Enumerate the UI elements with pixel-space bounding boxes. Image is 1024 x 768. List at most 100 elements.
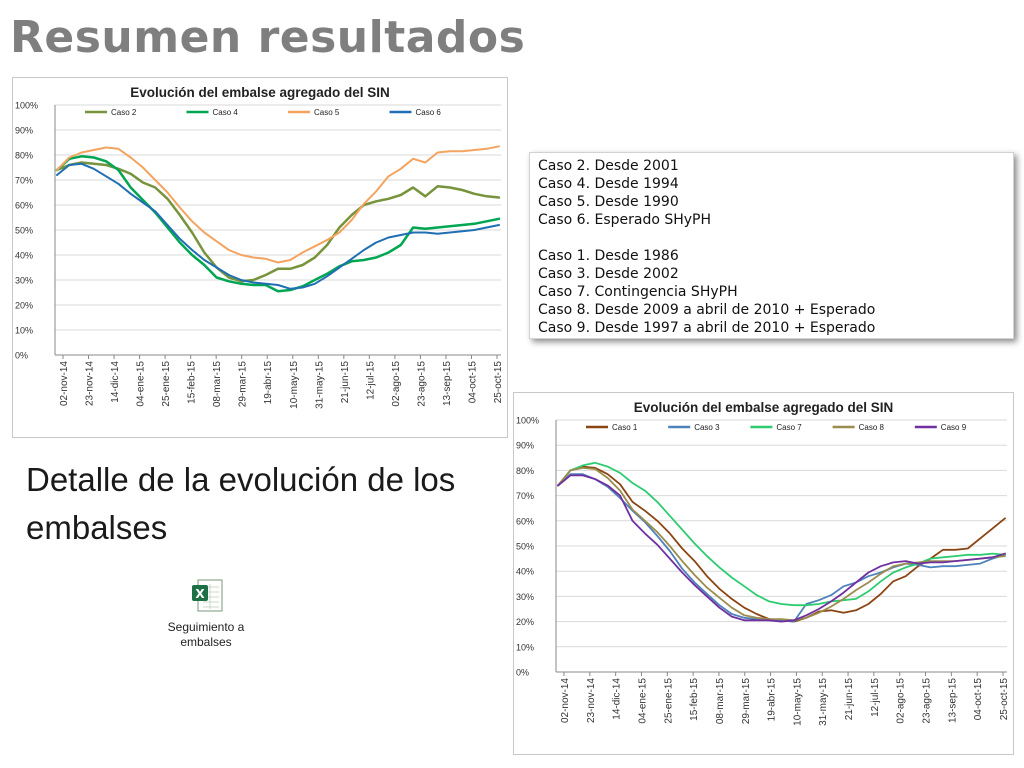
x-tick-label: 02-nov-14 — [59, 361, 70, 406]
legend-label: Caso 1 — [612, 423, 638, 432]
chart-frame-bottom: Evolución del embalse agregado del SIN 0%… — [513, 392, 1014, 755]
file-label-line: Seguimiento a — [167, 620, 245, 634]
section-subtitle: Detalle de la evolución de los embalses — [26, 461, 456, 546]
y-tick-label: 60% — [516, 516, 534, 526]
legend-line: Caso 9. Desde 1997 a abril de 2010 + Esp… — [538, 320, 876, 336]
y-tick-label: 50% — [516, 542, 534, 552]
y-tick-label: 30% — [516, 592, 534, 602]
legend-label: Caso 7 — [776, 423, 802, 432]
series-line — [56, 145, 500, 264]
y-tick-label: 30% — [15, 276, 33, 286]
x-tick-label: 12-jul-15 — [365, 361, 376, 400]
x-tick-label: 02-nov-14 — [560, 678, 571, 723]
x-tick-label: 31-may-15 — [818, 678, 829, 726]
x-tick-label: 23-nov-14 — [586, 678, 597, 723]
y-tick-label: 50% — [15, 226, 33, 236]
x-tick-label: 15-feb-15 — [187, 361, 198, 404]
y-tick-label: 70% — [15, 176, 33, 186]
x-tick-label: 14-dic-14 — [110, 361, 121, 403]
svg-text:X: X — [195, 587, 205, 601]
y-tick-label: 40% — [15, 251, 33, 261]
y-tick-label: 100% — [15, 101, 38, 111]
legend-label: Caso 8 — [859, 423, 885, 432]
series-line — [55, 161, 501, 283]
x-tick-label: 25-ene-15 — [161, 361, 172, 407]
legend-line: Caso 4. Desde 1994 — [538, 176, 679, 192]
x-tick-label: 25-oct-15 — [999, 678, 1010, 721]
chart-bottom: Evolución del embalse agregado del SIN 0%… — [516, 400, 1010, 726]
x-tick-label: 10-may-15 — [289, 361, 300, 409]
y-tick-label: 60% — [15, 201, 33, 211]
legend-label: Caso 9 — [941, 423, 967, 432]
legend-gap — [538, 229, 1005, 247]
x-tick-label: 08-mar-15 — [715, 678, 726, 725]
y-tick-label: 40% — [516, 567, 534, 577]
series-line — [557, 474, 1006, 623]
x-tick-label: 25-oct-15 — [493, 361, 504, 404]
x-tick-label: 21-jun-15 — [340, 361, 351, 404]
y-tick-label: 10% — [516, 642, 534, 652]
y-tick-label: 0% — [516, 668, 529, 678]
x-tick-label: 13-sep-15 — [442, 361, 453, 406]
chart-frame-top: Evolución del embalse agregado del SIN 0%… — [12, 77, 508, 438]
chart-title: Evolución del embalse agregado del SIN — [130, 85, 390, 100]
x-tick-label: 21-jun-15 — [844, 678, 855, 721]
x-tick-label: 04-oct-15 — [467, 361, 478, 404]
y-tick-label: 20% — [15, 301, 33, 311]
x-tick-label: 25-ene-15 — [663, 678, 674, 724]
x-tick-label: 02-ago-15 — [391, 361, 402, 407]
legend-line: Caso 7. Contingencia SHyPH — [538, 284, 738, 300]
series-line — [557, 465, 1006, 623]
y-tick-label: 0% — [15, 351, 28, 361]
y-tick-label: 80% — [15, 151, 33, 161]
legend-line: Caso 8. Desde 2009 a abril de 2010 + Esp… — [538, 302, 876, 318]
series-line — [55, 155, 501, 293]
x-tick-label: 29-mar-15 — [238, 361, 249, 408]
y-tick-label: 70% — [516, 491, 534, 501]
chart-top: Evolución del embalse agregado del SIN 0%… — [15, 85, 504, 409]
file-label-line: embalses — [180, 635, 232, 649]
legend-line: Caso 1. Desde 1986 — [538, 248, 679, 264]
legend-label: Caso 6 — [416, 108, 442, 117]
slide-title: Resumen resultados — [10, 12, 526, 63]
x-tick-label: 23-ago-15 — [416, 361, 427, 407]
series-line — [56, 162, 500, 290]
x-tick-label: 04-ene-15 — [637, 678, 648, 724]
x-tick-label: 10-may-15 — [792, 678, 803, 726]
x-tick-label: 12-jul-15 — [870, 678, 881, 717]
x-tick-label: 04-oct-15 — [973, 678, 984, 721]
legend-label: Caso 4 — [213, 108, 239, 117]
legend-line: Caso 5. Desde 1990 — [538, 194, 679, 210]
x-tick-label: 02-ago-15 — [896, 678, 907, 724]
y-tick-label: 20% — [516, 617, 534, 627]
y-tick-label: 90% — [516, 441, 534, 451]
chart-title: Evolución del embalse agregado del SIN — [634, 400, 894, 415]
excel-file-icon[interactable]: X — [189, 578, 225, 614]
series-line — [557, 461, 1006, 607]
series-line — [557, 473, 1006, 623]
x-tick-label: 23-ago-15 — [922, 678, 933, 724]
legend-label: Caso 2 — [111, 108, 137, 117]
x-tick-label: 23-nov-14 — [85, 361, 96, 406]
x-tick-label: 31-may-15 — [314, 361, 325, 409]
x-tick-label: 13-sep-15 — [947, 678, 958, 723]
x-tick-label: 29-mar-15 — [741, 678, 752, 725]
x-tick-label: 14-dic-14 — [612, 678, 623, 720]
x-tick-label: 04-ene-15 — [136, 361, 147, 407]
x-tick-label: 08-mar-15 — [212, 361, 223, 408]
legend-label: Caso 5 — [314, 108, 340, 117]
x-tick-label: 19-abr-15 — [263, 361, 274, 405]
y-tick-label: 10% — [15, 326, 33, 336]
x-tick-label: 19-abr-15 — [767, 678, 778, 722]
legend-line: Caso 2. Desde 2001 — [538, 158, 679, 174]
series-line — [557, 467, 1006, 622]
x-tick-label: 15-feb-15 — [689, 678, 700, 721]
y-tick-label: 90% — [15, 126, 33, 136]
legend-line: Caso 3. Desde 2002 — [538, 266, 679, 282]
y-tick-label: 100% — [516, 416, 539, 426]
legend-label: Caso 3 — [694, 423, 720, 432]
excel-file-label[interactable]: Seguimiento a embalses — [150, 620, 262, 650]
legend-line: Caso 6. Esperado SHyPH — [538, 212, 712, 228]
cases-legend-box: Caso 2. Desde 2001 Caso 4. Desde 1994 Ca… — [529, 152, 1014, 339]
y-tick-label: 80% — [516, 466, 534, 476]
